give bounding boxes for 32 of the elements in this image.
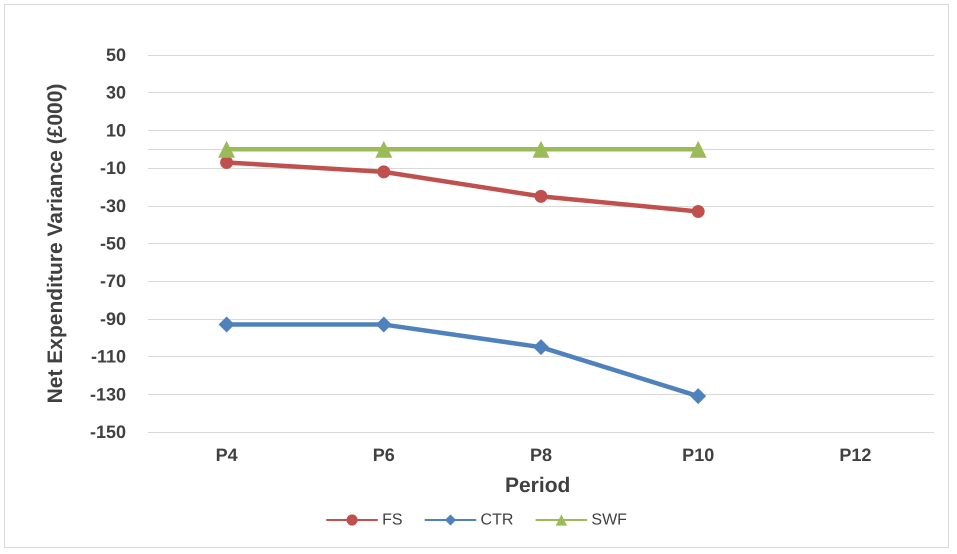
x-tick-label: P4 — [216, 445, 238, 465]
point — [220, 156, 234, 169]
legend-label: CTR — [480, 512, 514, 528]
point — [532, 140, 550, 158]
y-tick-label: -30 — [100, 196, 126, 216]
legend-label: SWF — [591, 512, 628, 528]
point — [534, 190, 548, 203]
y-tick-label: 30 — [106, 82, 126, 103]
y-tick-label: -110 — [90, 346, 126, 367]
x-tick-label: P6 — [372, 445, 395, 465]
point — [218, 140, 236, 158]
point — [690, 388, 706, 404]
y-tick-label: -10 — [100, 158, 126, 178]
x-tick-label: P8 — [530, 445, 552, 465]
point — [692, 204, 705, 218]
y-tick-label: -70 — [100, 271, 126, 292]
y-tick-label: -50 — [100, 234, 126, 254]
point — [375, 140, 392, 158]
point — [376, 316, 392, 333]
y-tick-label: -130 — [90, 384, 126, 404]
y-tick-label: 50 — [106, 45, 126, 65]
legend-label: FS — [382, 512, 403, 528]
y-tick-label: 10 — [106, 120, 126, 140]
point — [533, 339, 549, 356]
y-axis-title: Net Expenditure Variance (£000) — [44, 84, 67, 404]
y-tick-label: -150 — [90, 422, 126, 442]
point — [690, 140, 707, 158]
y-tick-label: -90 — [100, 308, 126, 329]
x-tick-label: P12 — [839, 445, 872, 465]
x-tick-label: P10 — [682, 445, 714, 465]
point — [377, 165, 390, 178]
x-axis-title: Period — [505, 474, 570, 497]
